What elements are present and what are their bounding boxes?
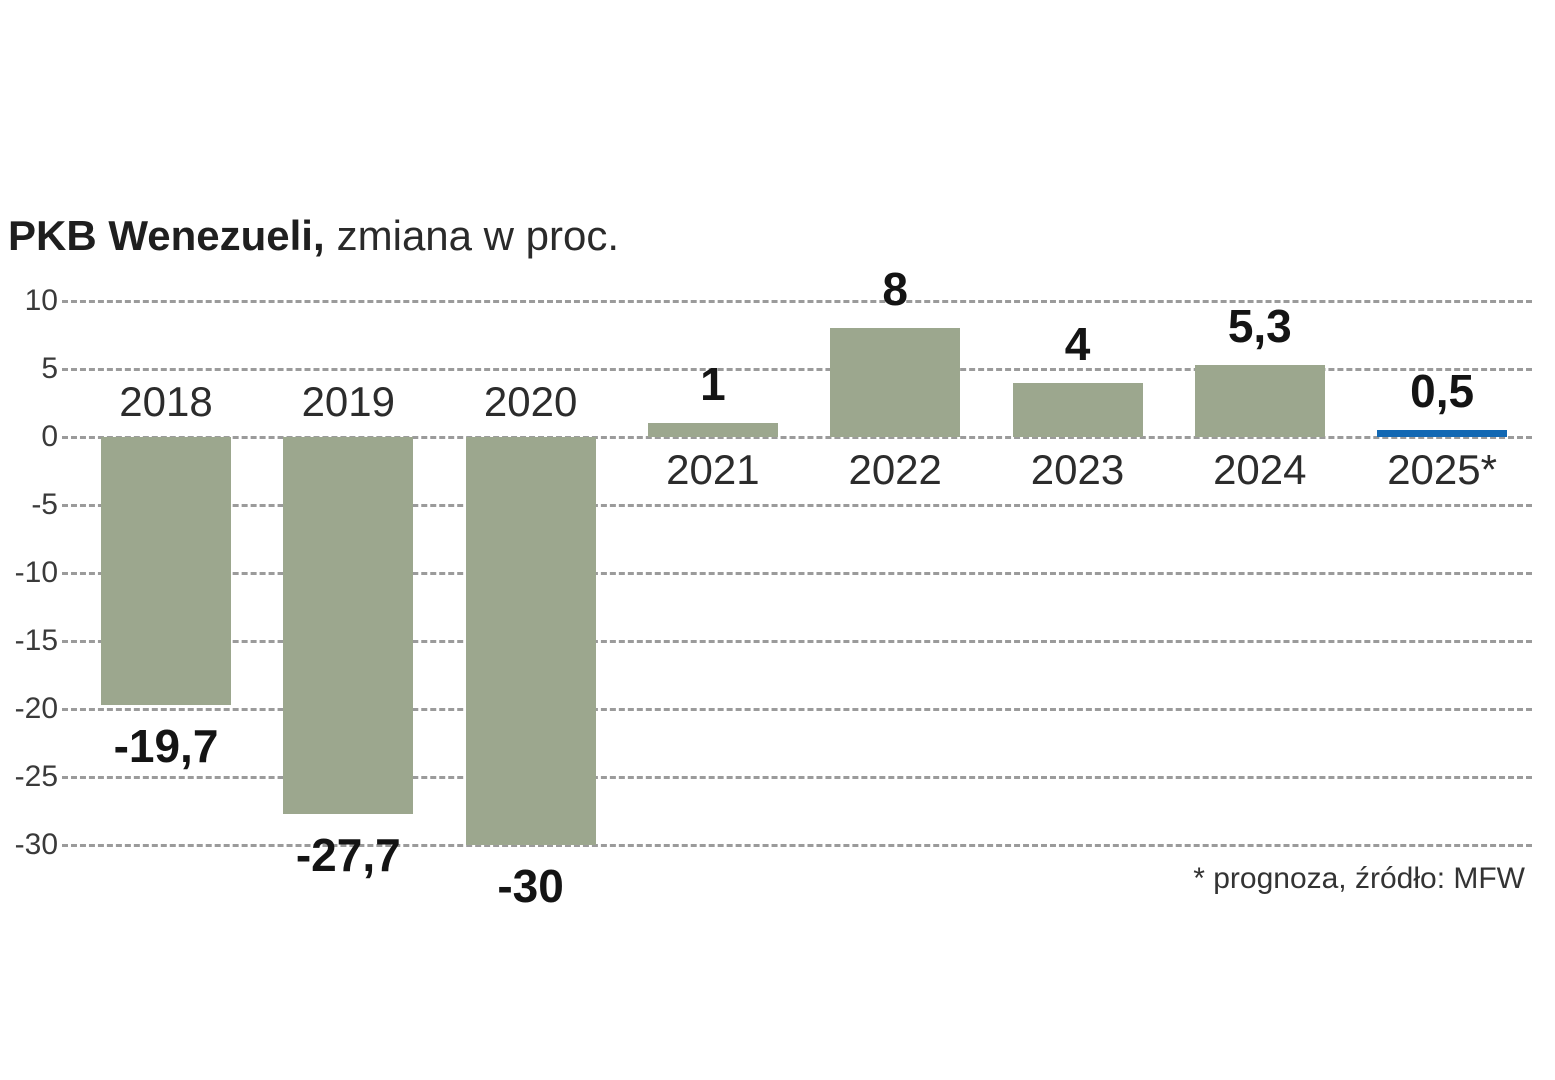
year-label-2025: 2025*: [1387, 446, 1497, 493]
year-label-2020: 2020: [483, 378, 578, 425]
chart-title-main: PKB Wenezueli,: [8, 212, 325, 259]
bar-2022: [830, 328, 961, 437]
year-label-2023: 2023: [1030, 446, 1125, 493]
y-tick-label--10: -10: [14, 556, 58, 589]
y-tick-label-5: 5: [41, 352, 58, 385]
value-label-2022: 8: [882, 263, 908, 316]
y-tick-label-10: 10: [24, 284, 58, 317]
year-label-2021: 2021: [666, 446, 760, 493]
gridline--10: [62, 571, 1532, 575]
year-label-2022: 2022: [848, 446, 942, 493]
value-label-2024: 5,3: [1227, 299, 1292, 352]
chart-title-subtitle: zmiana w proc.: [336, 212, 620, 259]
gridline--25: [62, 775, 1532, 779]
gridline--30: [62, 843, 1532, 847]
bar-2018: [101, 437, 231, 705]
bar-2023: [1012, 382, 1143, 437]
gridline--5: [62, 503, 1532, 507]
year-label-2019: 2019: [301, 378, 396, 425]
year-label-2024: 2024: [1213, 446, 1307, 493]
y-tick-label--20: -20: [14, 692, 58, 725]
y-tick-label--30: -30: [14, 828, 58, 861]
bar-2019: [283, 437, 414, 814]
gridline-0: [62, 435, 1532, 439]
y-tick-label--15: -15: [14, 624, 58, 657]
y-tick-label--5: -5: [31, 488, 58, 521]
footnote: * prognoza, źródło: MFW: [1193, 862, 1525, 895]
value-label-2023: 4: [1064, 317, 1091, 370]
gridline-5: [62, 367, 1532, 371]
value-label-2025: 0,5: [1410, 365, 1475, 418]
value-label-2021: 1: [700, 358, 726, 411]
gridline--15: [62, 639, 1532, 643]
bar-2024: [1194, 364, 1325, 437]
bar-2020: [465, 437, 596, 845]
gridline-10: [62, 299, 1532, 303]
y-tick-label--25: -25: [14, 760, 58, 793]
bar-2025: [1377, 430, 1508, 437]
bar-2021: [647, 423, 778, 437]
year-label-2018: 2018: [119, 378, 213, 425]
y-tick-label-0: 0: [41, 420, 58, 453]
gridline--20: [62, 707, 1532, 711]
value-label-2018: -19,7: [113, 719, 219, 772]
value-label-2019: -27,7: [295, 828, 401, 881]
chart-title: PKB Wenezueli, zmiana w proc.: [8, 212, 619, 260]
value-label-2020: -30: [497, 860, 564, 912]
